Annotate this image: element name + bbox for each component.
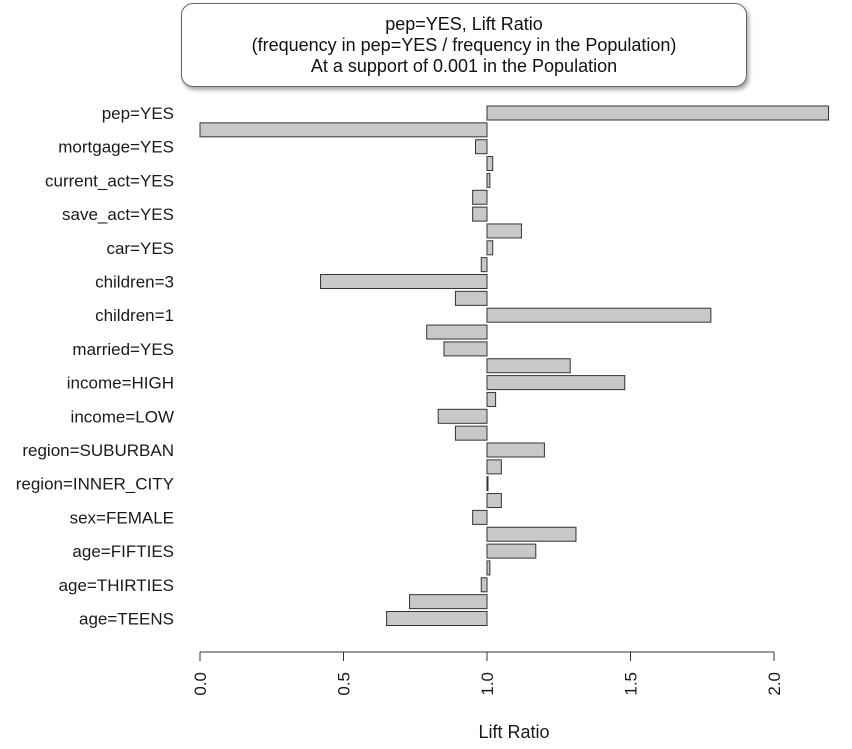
bar — [486, 493, 502, 509]
category-labels: pep=YES mortgage=YES current_act=YES save_a… — [16, 104, 174, 629]
bar — [437, 408, 488, 424]
chart-title-line-1: pep=YES, Lift Ratio — [385, 13, 543, 34]
chart-title-line-3: At a support of 0.001 in the Population — [310, 55, 618, 76]
bar — [426, 324, 488, 340]
bar — [454, 425, 488, 441]
bar — [480, 577, 488, 593]
bar — [409, 594, 488, 610]
category-label: current_act=YES — [45, 171, 174, 190]
category-label: region=INNER_CITY — [16, 475, 174, 494]
category-label: region=SUBURBAN — [22, 441, 174, 460]
x-axis: 0.0 0.5 1.0 1.5 2.0 — [191, 651, 784, 696]
bar — [486, 172, 491, 188]
category-label: children=1 — [95, 306, 174, 325]
bars-layer — [199, 105, 830, 626]
x-tick-label: 0.5 — [335, 672, 354, 696]
bar — [472, 509, 488, 525]
chart-title-line-2: (frequency in pep=YES / frequency in the… — [251, 34, 677, 55]
bar — [486, 358, 571, 374]
x-tick-label: 2.0 — [765, 672, 784, 696]
category-label: income=HIGH — [67, 374, 174, 393]
x-tick-label: 0.0 — [191, 672, 210, 696]
bar — [454, 290, 488, 306]
bar — [486, 391, 497, 407]
bar — [475, 139, 488, 155]
bar — [486, 543, 537, 559]
category-label: pep=YES — [102, 104, 174, 123]
bar — [486, 223, 522, 239]
chart-title-box: pep=YES, Lift Ratio (frequency in pep=YE… — [181, 3, 747, 87]
bar — [486, 459, 502, 475]
bar — [386, 611, 488, 626]
bar — [486, 105, 830, 121]
category-label: car=YES — [106, 239, 174, 258]
bar — [486, 307, 712, 323]
bar — [480, 257, 488, 273]
x-tick-label: 1.5 — [622, 672, 641, 696]
bar — [320, 274, 488, 289]
bar — [486, 375, 626, 391]
category-label: income=LOW — [71, 407, 174, 426]
category-label: age=TEENS — [79, 610, 174, 629]
category-label: mortgage=YES — [58, 138, 174, 157]
category-label: save_act=YES — [62, 205, 174, 224]
bar — [472, 189, 488, 205]
x-tick-label: 1.0 — [478, 672, 497, 696]
bar — [486, 526, 577, 542]
bar — [486, 476, 489, 492]
bar — [486, 560, 491, 576]
bar — [472, 206, 488, 222]
category-label: age=THIRTIES — [59, 576, 174, 595]
bar — [443, 341, 488, 357]
category-label: sex=FEMALE — [70, 508, 174, 527]
bar — [486, 156, 494, 172]
x-axis-title: Lift Ratio — [478, 722, 549, 742]
category-label: children=3 — [95, 273, 174, 292]
bar — [486, 240, 494, 256]
category-label: married=YES — [72, 340, 174, 359]
category-label: age=FIFTIES — [72, 542, 174, 561]
bar — [199, 122, 488, 138]
bar — [486, 442, 545, 458]
